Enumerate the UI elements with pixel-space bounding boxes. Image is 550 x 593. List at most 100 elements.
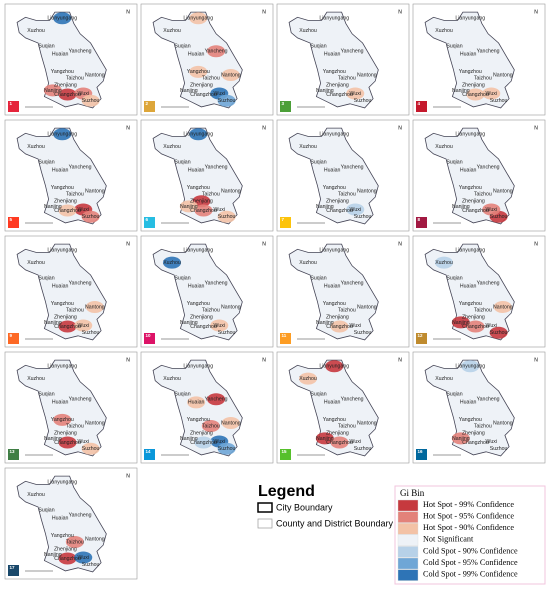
north-arrow: N (398, 241, 402, 247)
city-label: Yancheng (205, 397, 228, 403)
city-label: Wuxi (486, 439, 497, 445)
city-label: Taizhou (202, 75, 220, 81)
city-label: Yangzhou (459, 301, 482, 307)
city-label: Suqian (446, 391, 462, 397)
city-label: Nantong (221, 304, 241, 310)
city-label: Suzhou (218, 214, 236, 220)
sdg-icon (144, 101, 155, 112)
city-label: Taizhou (66, 75, 84, 81)
city-label: Nantong (493, 188, 513, 194)
city-label: Lianyungang (47, 248, 77, 254)
city-label: Lianyungang (183, 248, 213, 254)
sdg-icon (8, 333, 19, 344)
city-label: Huaian (324, 168, 341, 174)
sdg-icon (280, 333, 291, 344)
city-label: Suqian (38, 275, 54, 281)
city-label: Zhenjiang (462, 315, 485, 321)
city-label: Huaian (52, 168, 69, 174)
city-label: Lianyungang (455, 364, 485, 370)
city-label: Lianyungang (183, 16, 213, 22)
sdg-icon (8, 449, 19, 460)
city-label: Huaian (188, 52, 205, 58)
city-label: Wuxi (78, 555, 89, 561)
city-label: Nanjing (44, 204, 62, 210)
province-outline (288, 11, 379, 109)
province-outline (16, 475, 107, 573)
city-label: Taizhou (474, 423, 492, 429)
hot-cold-spot (163, 256, 181, 269)
city-label: Lianyungang (319, 132, 349, 138)
sdg-number: 1 (10, 101, 13, 106)
province-outline (152, 11, 243, 109)
city-label: Huaian (460, 168, 477, 174)
city-label: Suqian (446, 159, 462, 165)
city-label: Wuxi (350, 323, 361, 329)
sdg-icon (8, 101, 19, 112)
city-label: Yancheng (341, 281, 364, 287)
city-label: Yancheng (69, 513, 92, 519)
gi-bin-box (394, 485, 546, 585)
city-label: Yangzhou (187, 301, 210, 307)
city-label: Lianyungang (47, 480, 77, 486)
city-label: Changzhou (462, 440, 489, 446)
province-outline (16, 11, 107, 109)
hot-cold-spot (53, 12, 72, 25)
hot-cold-spot (221, 68, 240, 81)
county-boundary-swatch (257, 518, 273, 529)
north-arrow: N (398, 9, 402, 15)
city-label: Yangzhou (459, 69, 482, 75)
gi-bin-swatch (397, 511, 419, 523)
city-label: Zhenjiang (462, 431, 485, 437)
sdg-number: 8 (418, 217, 421, 222)
sdg-number: 13 (10, 449, 16, 454)
hot-cold-spot (346, 87, 365, 100)
city-label: Nanjing (180, 436, 198, 442)
city-label: Nantong (493, 420, 513, 426)
hot-cold-spot (315, 432, 334, 445)
north-arrow: N (126, 473, 130, 479)
sdg-number: 15 (282, 449, 288, 454)
north-arrow: N (534, 357, 538, 363)
city-label: Zhenjiang (326, 83, 349, 89)
city-label: Suzhou (490, 446, 508, 452)
city-label: Xuzhou (27, 144, 45, 150)
hot-cold-spot (58, 320, 77, 333)
city-label: Nanjing (452, 88, 470, 94)
sdg-number: 4 (418, 101, 421, 106)
legend-county: County and District Boundary (276, 518, 394, 528)
city-label: Suqian (174, 43, 190, 49)
sdg-icon (280, 217, 291, 228)
city-label: Suqian (38, 43, 54, 49)
city-label: Huaian (188, 168, 205, 174)
city-label: Wuxi (78, 207, 89, 213)
city-label: Nanjing (316, 204, 334, 210)
city-label: Suzhou (218, 330, 236, 336)
city-label: Xuzhou (435, 376, 453, 382)
hot-cold-spot (53, 128, 72, 141)
gi-bin-swatch (397, 557, 419, 570)
city-label: Lianyungang (319, 364, 349, 370)
hot-cold-spot (461, 360, 480, 373)
city-label: Nanjing (452, 436, 470, 442)
city-label: Yancheng (69, 397, 92, 403)
city-label: Suqian (446, 43, 462, 49)
hot-cold-spot (43, 84, 62, 97)
city-label: Suqian (446, 275, 462, 281)
gi-bin-swatch (397, 546, 419, 558)
city-label: Lianyungang (183, 132, 213, 138)
hot-cold-spot (489, 326, 508, 339)
north-arrow: N (126, 241, 130, 247)
city-label: Yancheng (477, 397, 500, 403)
city-label: Nantong (85, 72, 105, 78)
city-label: Xuzhou (27, 28, 45, 34)
city-label: Yangzhou (323, 301, 346, 307)
hot-cold-spot (221, 416, 240, 429)
gi-bin-label: Cold Spot - 99% Confidence (423, 569, 518, 578)
city-label: Nantong (85, 304, 105, 310)
gi-bin-label: Hot Spot - 99% Confidence (423, 500, 514, 509)
hot-cold-spot (210, 319, 229, 332)
